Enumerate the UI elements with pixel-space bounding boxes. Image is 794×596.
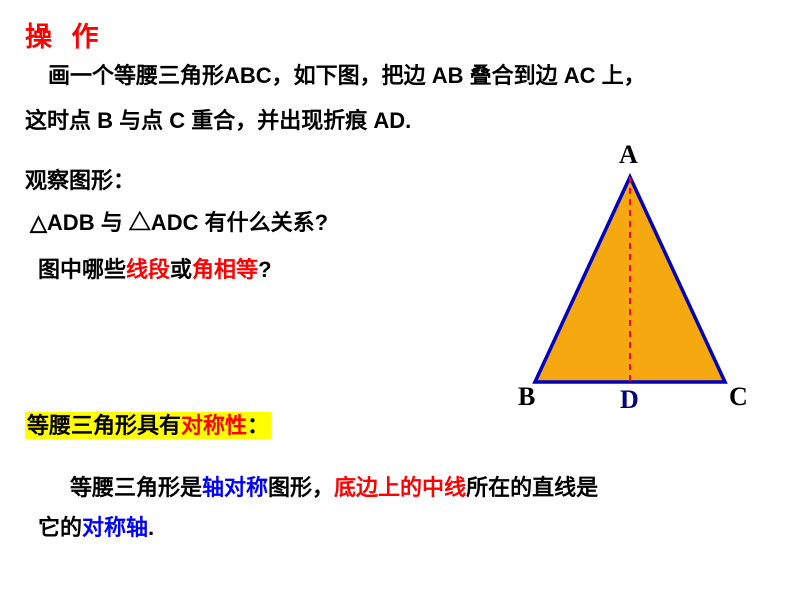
- triangle-figure: A B C D: [510, 162, 760, 422]
- q2-red1: 线段: [126, 257, 170, 282]
- conclusion-highlight: 等腰三角形具有对称性：: [25, 408, 271, 440]
- instruction-line-1: 画一个等腰三角形ABC，如下图，把边 AB 叠合到边 AC 上，: [48, 58, 646, 90]
- vertex-d: D: [620, 385, 639, 415]
- concl-red: 对称性: [181, 413, 247, 438]
- q2-pre: 图中哪些: [38, 257, 126, 282]
- f1-c: 图形，: [268, 475, 334, 500]
- f1-b: 轴对称: [202, 475, 268, 500]
- vertex-c: C: [729, 382, 748, 412]
- observe-heading: 观察图形：: [25, 163, 135, 195]
- concl-pre: 等腰三角形具有: [27, 413, 181, 438]
- final-line-2: 它的对称轴.: [38, 510, 154, 542]
- question-1: △ADB 与 △ADC 有什么关系?: [30, 205, 328, 237]
- f2-b: 对称轴: [82, 515, 148, 540]
- f1-e: 所在的直线是: [466, 475, 598, 500]
- f2-c: .: [148, 515, 154, 540]
- triangle-svg: [510, 162, 760, 422]
- instruction-line-2: 这时点 B 与点 C 重合，并出现折痕 AD.: [25, 103, 411, 135]
- f1-a: 等腰三角形是: [70, 475, 202, 500]
- concl-colon: ：: [247, 413, 269, 438]
- section-title: 操 作: [25, 15, 105, 54]
- vertex-b: B: [518, 382, 535, 412]
- q2-mid: 或: [170, 257, 192, 282]
- final-line-1: 等腰三角形是轴对称图形，底边上的中线所在的直线是: [70, 470, 598, 502]
- f2-a: 它的: [38, 515, 82, 540]
- highlight-span: 等腰三角形具有对称性：: [25, 412, 271, 439]
- question-2: 图中哪些线段或角相等?: [38, 252, 272, 284]
- f1-d: 底边上的中线: [334, 475, 466, 500]
- q2-red2: 角相等: [192, 257, 258, 282]
- q2-post: ?: [258, 257, 271, 282]
- vertex-a: A: [619, 140, 638, 170]
